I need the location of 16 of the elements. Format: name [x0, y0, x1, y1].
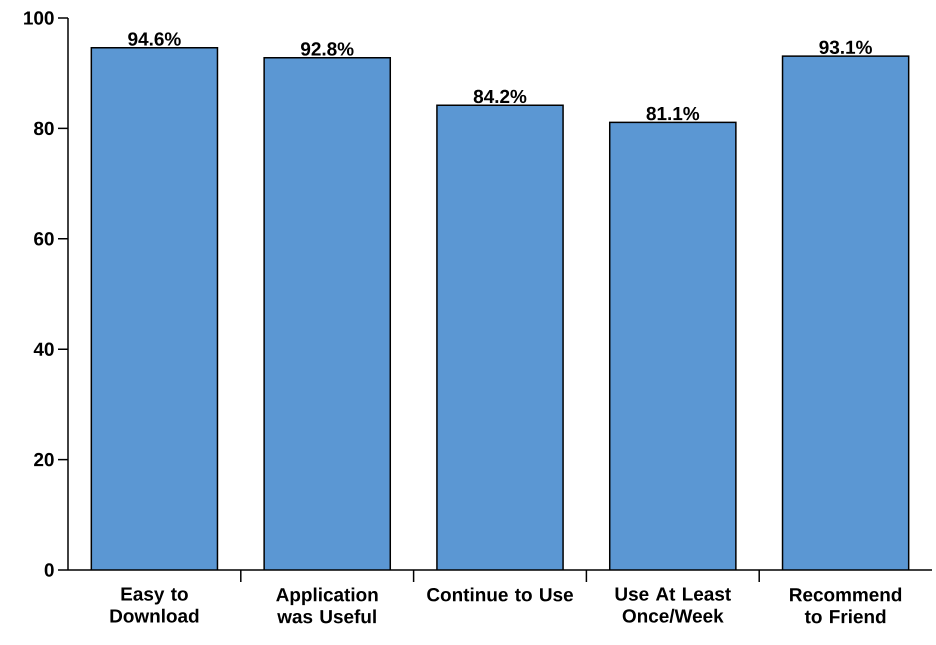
data-label: 93.1% [819, 40, 872, 54]
y-tick-label: 40 [34, 342, 54, 356]
y-tick-label: 80 [34, 122, 54, 136]
y-tick-label: 20 [34, 452, 54, 466]
y-tick-label: 0 [44, 563, 54, 577]
x-tick-label: Recommend to Friend [790, 588, 902, 624]
data-label: 94.6% [128, 32, 181, 46]
x-tick-label: Application was Useful [276, 588, 378, 624]
data-label: 92.8% [301, 42, 354, 56]
x-tick-label: Continue to Use [427, 588, 573, 602]
y-tick-label: 60 [34, 232, 54, 246]
y-tick-label: 100 [24, 11, 54, 25]
x-tick-label: Easy to Download [110, 588, 198, 623]
data-label: 84.2% [474, 90, 526, 104]
data-label: 81.1% [646, 106, 700, 120]
x-tick-label: Use At Least Once/Week [616, 588, 731, 623]
